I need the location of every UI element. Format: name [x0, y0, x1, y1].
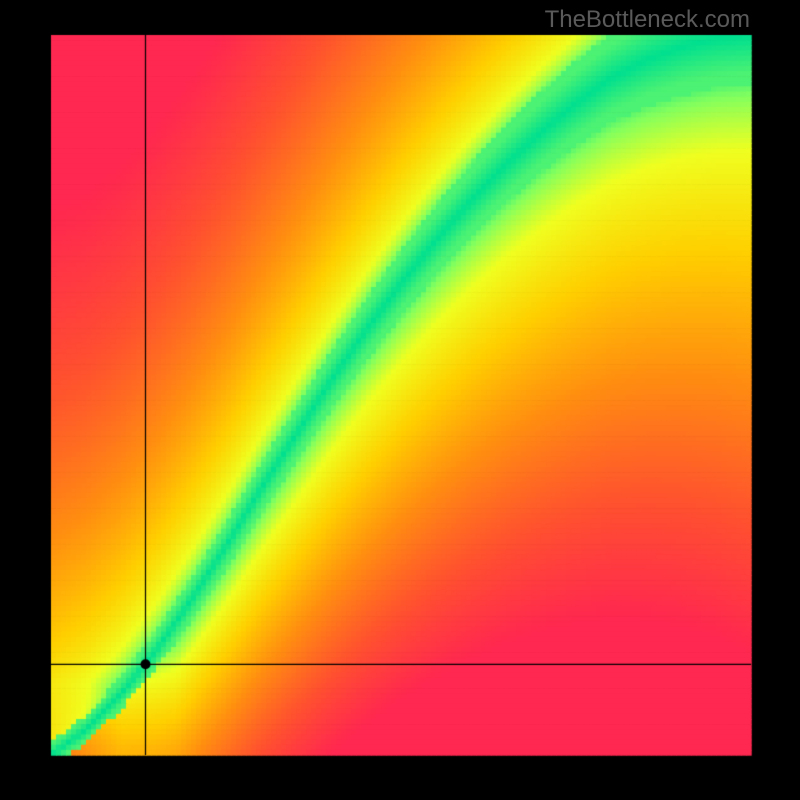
watermark-text: TheBottleneck.com: [545, 6, 750, 34]
bottleneck-heatmap: [0, 0, 800, 800]
chart-container: TheBottleneck.com: [0, 0, 800, 800]
